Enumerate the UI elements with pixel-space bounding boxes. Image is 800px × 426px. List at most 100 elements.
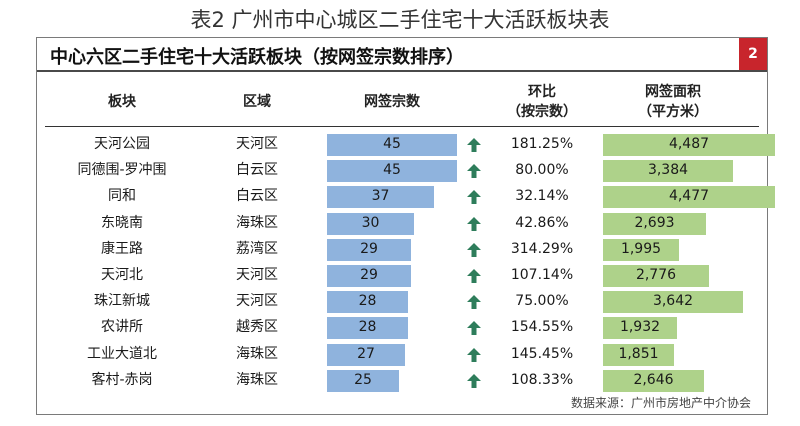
area-value: 2,646 [633, 371, 674, 388]
count-bar [327, 291, 408, 314]
area-bar [603, 369, 704, 392]
count-value: 29 [360, 267, 378, 283]
plate-name: 同德围-罗冲围 [77, 162, 167, 179]
column-header-area: 网签面积 （平方米） [603, 82, 743, 122]
count-value: 37 [371, 188, 390, 205]
ratio-value: 75.00% [515, 293, 569, 310]
ratio-value: 154.55% [510, 319, 574, 336]
table-row: 工业大道北 海珠区 27 145.45% 1,851 [37, 341, 767, 367]
area-bar [603, 317, 677, 340]
column-header-district: 区域 [243, 94, 271, 110]
count-bar [327, 265, 411, 287]
count-value: 45 [383, 136, 401, 152]
table-row: 珠江新城 天河区 28 75.00% 3,642 [37, 288, 767, 314]
column-header-ratio: 环比 （按宗数） [482, 82, 602, 122]
table-row: 康王路 荔湾区 29 314.29% 1,995 [37, 236, 767, 262]
table-row: 农讲所 越秀区 28 154.55% 1,932 [37, 314, 767, 340]
area-bar [603, 186, 775, 209]
ratio-value: 32.14% [515, 188, 569, 205]
column-header-area-line2: （平方米） [638, 104, 708, 120]
count-value: 28 [358, 319, 377, 336]
area-bar [603, 238, 679, 261]
count-bar [327, 238, 411, 261]
column-header-area-line1: 网签面积 [645, 84, 701, 100]
district-name: 海珠区 [236, 214, 278, 231]
district-name: 天河区 [236, 293, 278, 310]
district-name: 白云区 [236, 162, 278, 179]
ratio-value: 42.86% [515, 214, 569, 231]
up-arrow-icon [467, 373, 481, 388]
plate-name: 同和 [108, 188, 136, 205]
district-name: 荔湾区 [236, 240, 278, 257]
count-value: 29 [360, 240, 378, 257]
area-bar [603, 160, 733, 183]
area-bar [603, 134, 775, 156]
count-bar [327, 160, 457, 183]
district-name: 白云区 [236, 188, 278, 205]
up-arrow-icon [467, 216, 481, 231]
count-value: 28 [358, 293, 377, 310]
up-arrow-icon [467, 190, 481, 205]
district-name: 越秀区 [236, 319, 278, 336]
column-header-plate: 板块 [108, 94, 136, 110]
area-value: 1,851 [618, 345, 659, 362]
ratio-value: 145.45% [510, 345, 574, 362]
district-name: 海珠区 [236, 371, 278, 388]
area-value: 1,932 [619, 319, 661, 336]
count-value: 30 [361, 214, 380, 231]
panel-header: 中心六区二手住宅十大活跃板块（按网签宗数排序） 2 [37, 38, 767, 72]
up-arrow-icon [467, 347, 481, 362]
district-name: 天河区 [236, 267, 278, 283]
ratio-value: 108.33% [510, 371, 574, 388]
table-row: 客村-赤岗 海珠区 25 108.33% 2,646 [37, 367, 767, 393]
area-bar [603, 265, 709, 287]
plate-name: 工业大道北 [87, 345, 157, 362]
area-bar [603, 343, 674, 366]
panel-title: 中心六区二手住宅十大活跃板块（按网签宗数排序） [50, 47, 464, 68]
ratio-value: 107.14% [510, 267, 574, 283]
table-row: 同德围-罗冲围 白云区 45 80.00% 3,384 [37, 157, 767, 183]
count-bar [327, 186, 434, 209]
count-value: 27 [357, 345, 375, 362]
count-bar [327, 369, 399, 392]
data-source-note: 数据来源：广州市房地产中介协会 [570, 396, 751, 410]
count-value: 25 [354, 371, 372, 388]
area-bar [603, 212, 706, 235]
ratio-value: 314.29% [510, 240, 574, 257]
header-divider [45, 126, 759, 127]
plate-name: 康王路 [101, 240, 143, 257]
up-arrow-icon [467, 138, 481, 152]
plate-name: 农讲所 [101, 319, 143, 336]
plate-name: 珠江新城 [94, 293, 150, 310]
plate-name: 天河公园 [94, 136, 150, 152]
column-header-count: 网签宗数 [364, 94, 420, 110]
table-row: 同和 白云区 37 32.14% 4,477 [37, 183, 775, 209]
district-name: 海珠区 [236, 345, 278, 362]
area-bar [603, 291, 743, 314]
area-value: 4,487 [668, 136, 710, 152]
area-value: 1,995 [620, 240, 662, 257]
count-value: 45 [383, 162, 401, 179]
count-bar [327, 343, 405, 366]
up-arrow-icon [467, 269, 481, 283]
document-caption: 表2 广州市中心城区二手住宅十大活跃板块表 [190, 8, 610, 32]
area-value: 3,642 [652, 293, 694, 310]
area-value: 3,384 [647, 162, 689, 179]
district-name: 天河区 [236, 136, 278, 152]
column-header-ratio-line1: 环比 [528, 84, 556, 100]
panel-number-badge: 2 [739, 38, 767, 70]
table-row: 天河北 天河区 29 107.14% 2,776 [37, 262, 767, 288]
ratio-value: 181.25% [510, 136, 574, 152]
up-arrow-icon [467, 295, 481, 310]
column-header-ratio-line2: （按宗数） [507, 104, 577, 120]
area-value: 2,693 [634, 214, 675, 231]
count-bar [327, 134, 457, 156]
count-bar [327, 317, 408, 340]
plate-name: 客村-赤岗 [91, 371, 153, 388]
up-arrow-icon [467, 242, 481, 257]
table-row: 天河公园 天河区 45 181.25% 4,487 [37, 131, 775, 157]
ratio-value: 80.00% [515, 162, 569, 179]
up-arrow-icon [467, 164, 481, 179]
plate-name: 东晓南 [101, 214, 143, 231]
area-value: 4,477 [668, 188, 710, 205]
